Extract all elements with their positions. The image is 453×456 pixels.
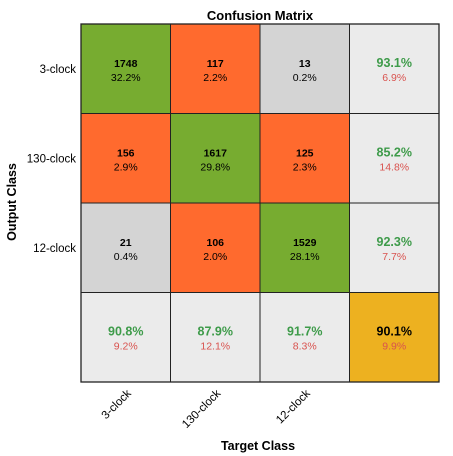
row-summary-correct-1: 85.2% [377,145,412,159]
row-summary-cell-2 [349,202,440,293]
cell-count-r2-c2: 1529 [293,237,317,249]
y-axis-title: Output Class [5,163,19,241]
cell-count-r2-c0: 21 [120,237,132,249]
cell-percent-r2-c1: 2.0% [203,251,227,263]
col-summary-correct-1: 87.9% [198,324,233,338]
cell-count-r0-c2: 13 [299,58,311,70]
y-tick-label-2: 12-clock [33,243,76,255]
cell-count-r0-c0: 1748 [114,58,138,70]
cell-count-r0-c1: 117 [207,58,224,70]
col-summary-error-0: 9.2% [114,340,138,352]
overall-accuracy-cell [349,292,440,383]
x-axis-title: Target Class [221,439,295,453]
chart-title: Confusion Matrix [207,8,314,23]
matrix-cell-r1-c2 [259,113,350,204]
col-summary-cell-0 [80,292,171,383]
x-tick-label-2: 12-clock [274,387,313,426]
cell-percent-r0-c0: 32.2% [111,72,141,84]
cell-percent-r0-c2: 0.2% [293,72,317,84]
col-summary-correct-2: 91.7% [287,324,322,338]
overall-correct: 90.1% [377,324,412,338]
cell-percent-r1-c2: 2.3% [293,161,317,173]
col-summary-cell-2 [259,292,350,383]
col-summary-error-1: 12.1% [200,340,230,352]
matrix-grid: 1748 32.2% 117 2.2% 13 0.2% 156 2.9% 1617 29.8% 12… [80,23,440,383]
matrix-border [80,23,440,383]
row-summary-cell-0 [349,23,440,114]
cell-percent-r0-c1: 2.2% [203,72,227,84]
cell-percent-r2-c2: 28.1% [290,251,320,263]
matrix-cell-r1-c0 [80,113,171,204]
y-tick-label-0: 3-clock [40,64,77,76]
matrix-cell-r2-c1 [170,202,261,293]
row-summary-correct-0: 93.1% [377,56,412,70]
cell-count-r2-c1: 106 [206,237,224,249]
overall-error: 9.9% [382,340,406,352]
y-tick-label-1: 130-clock [27,153,76,165]
x-tick-label-0: 3-clock [100,387,134,421]
row-summary-error-2: 7.7% [382,251,406,263]
row-summary-error-0: 6.9% [382,72,406,84]
cell-count-r1-c0: 156 [117,147,135,159]
cell-percent-r1-c1: 29.8% [200,161,230,173]
row-summary-correct-2: 92.3% [377,235,412,249]
col-summary-cell-1 [170,292,261,383]
matrix-cell-r0-c0 [80,23,171,114]
x-tick-label-1: 130-clock [180,387,223,430]
matrix-cell-r1-c1 [170,113,261,204]
cell-percent-r2-c0: 0.4% [114,251,138,263]
col-summary-error-2: 8.3% [293,340,317,352]
cell-count-r1-c2: 125 [296,147,314,159]
col-summary-correct-0: 90.8% [108,324,143,338]
cell-count-r1-c1: 1617 [204,147,228,159]
matrix-cell-r0-c1 [170,23,261,114]
row-summary-error-1: 14.8% [379,161,409,173]
cell-percent-r1-c0: 2.9% [114,161,138,173]
